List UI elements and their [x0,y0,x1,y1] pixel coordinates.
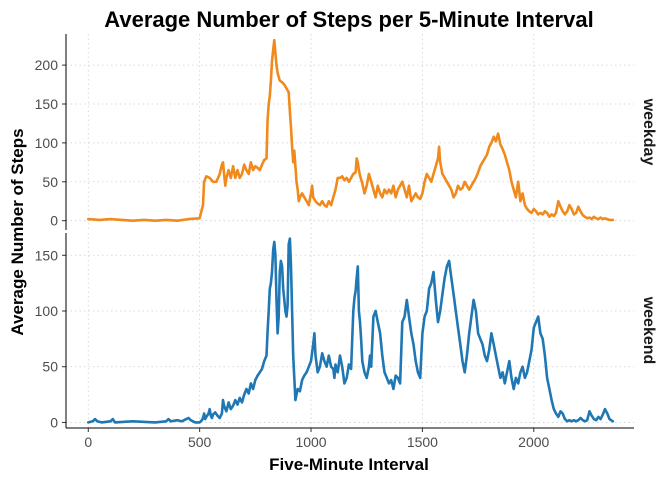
y-tick-label: 100 [35,135,59,151]
strip-label-weekend: weekend [640,296,657,365]
panel-weekday: 0 50 100 150 200 weekday [35,34,657,230]
series-line-weekday [87,38,615,222]
y-tick-label: 100 [35,303,59,319]
x-tick-label: 0 [84,434,92,450]
series-line-weekend [87,237,615,424]
x-tick-label: 2000 [518,434,549,450]
panel-weekend: 0 50 100 150 weekend [35,233,657,430]
strip-label-weekday: weekday [640,98,657,166]
x-tick-label: 500 [188,434,212,450]
chart-title: Average Number of Steps per 5-Minute Int… [104,7,593,32]
x-tick-label: 1000 [295,434,326,450]
x-axis: 0 500 1000 1500 2000 [66,427,634,450]
y-tick-label: 50 [42,174,58,190]
chart-panels: 0 50 100 150 200 weekday 0 50 100 150 weekend [35,34,657,430]
y-tick-label: 150 [35,96,59,112]
x-axis-title: Five-Minute Interval [269,455,429,474]
y-tick-label: 200 [35,57,59,73]
y-tick-label: 50 [42,359,58,375]
x-tick-label: 1500 [407,434,438,450]
y-tick-label: 150 [35,247,59,263]
y-tick-label: 0 [50,414,58,430]
y-tick-label: 0 [50,213,58,229]
y-axis-title: Average Number of Steps [8,128,27,335]
